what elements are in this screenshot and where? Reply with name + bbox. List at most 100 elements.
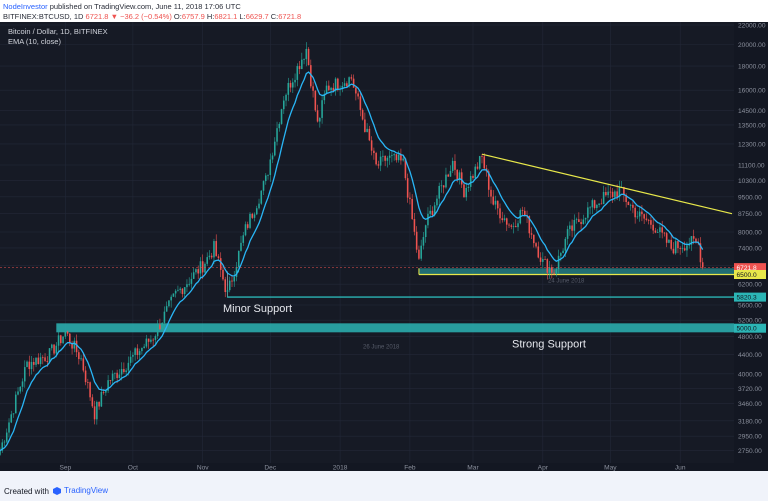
candle-body [66,331,69,334]
candle-body [384,155,386,161]
candle-body [42,357,44,359]
candle-body [609,191,612,193]
y-tick-label: 3460.00 [738,401,762,408]
candle-body [447,174,449,177]
candle-body [560,253,562,256]
candle-body [314,90,317,111]
y-tick-label: 4400.00 [738,352,762,359]
candle-body [134,348,136,355]
candle-body [535,243,537,247]
candle-body [217,256,220,259]
chart-canvas[interactable]: Minor Support Strong Support 26 June 2018 2… [0,22,768,472]
candle-body [659,227,661,233]
down-triangle-icon: ▼ [110,12,119,21]
candle-body [208,255,211,258]
candle-body [465,187,468,198]
candle-body [602,192,605,204]
candle-body [668,239,670,243]
candle-body [341,85,344,89]
candle-body [420,245,422,259]
candle-body [145,338,148,347]
ema-line [0,71,704,452]
annotations: Minor Support Strong Support 26 June 2018 2… [0,267,734,350]
candle-body [231,280,233,282]
publish-header: NodeInvestor published on TradingView.co… [0,0,768,22]
y-tick-label: 6200.00 [738,282,762,289]
candle-body [379,156,382,166]
candle-body [91,397,94,407]
candle-body [467,186,470,188]
candle-body [528,216,531,234]
candle-body [551,267,553,273]
candle-body [296,66,299,80]
candle-body [670,239,672,249]
candle-body [251,213,254,218]
candle-body [292,82,294,88]
candle-body [672,248,675,254]
candle-body [147,338,150,342]
candle-body [451,160,454,171]
candle-body [492,196,495,205]
descending-trendline [481,153,733,215]
candle-body [179,288,181,290]
publisher-link[interactable]: NodeInvestor [3,2,48,11]
candle-body [418,249,420,259]
candle-body [228,280,231,291]
y-tick-label: 13500.00 [738,122,766,129]
candle-body [634,207,636,218]
candle-body [343,83,346,86]
candle-body [188,283,190,285]
candle-body [533,234,535,244]
candle-body [546,259,549,273]
candle-body [695,238,697,242]
candle-body [32,361,35,365]
candle-body [204,263,206,273]
time-axis[interactable]: Sep Oct Nov Dec 2018 Feb Mar Apr May Jun [0,463,734,472]
price-chart[interactable]: Minor Support Strong Support 26 June 2018 2… [0,22,768,472]
candle-body [512,226,515,227]
candle-body [129,356,132,363]
candle-body [219,258,222,270]
candle-body [445,174,447,188]
candle-body [138,351,141,356]
candle-body [276,128,278,142]
candle-body [136,348,139,356]
y-tick-label: 11100.00 [738,162,765,169]
candle-body [553,272,555,274]
candle-body [348,77,350,87]
close-label: C: [270,12,279,21]
candle-body [235,266,238,277]
candle-body [370,140,373,151]
y-tick-label: 9500.00 [738,194,762,201]
candle-body [391,155,393,157]
candle-body [109,380,112,381]
candle-body [674,241,677,254]
candle-body [449,170,452,177]
minor-support-label: Minor Support [223,303,292,315]
candle-body [690,236,693,245]
candle-body [37,357,40,365]
candle-body [395,154,398,161]
candle-body [472,175,474,178]
candle-body [172,293,175,297]
candle-body [168,300,170,307]
candle-body [1,442,4,451]
candle-body [469,175,472,187]
tradingview-brand-link[interactable]: TradingView [64,486,109,495]
candle-body [244,224,247,236]
candle-body [422,237,425,246]
candle-body [183,287,186,294]
candle-body [582,219,585,225]
zone-6500 [418,268,734,275]
candle-body [503,218,506,221]
candle-body [523,210,526,216]
candle-body [605,192,607,196]
candle-body [643,214,645,219]
candle-body [48,348,51,362]
x-tick-label: Feb [404,465,416,472]
close-value: 6721.8 [278,12,302,21]
candle-body [440,185,443,187]
price-axis[interactable]: 22000.00 20000.00 18000.00 16000.00 14500.00… [734,22,768,471]
candle-body [5,432,8,442]
candle-body [463,184,465,198]
